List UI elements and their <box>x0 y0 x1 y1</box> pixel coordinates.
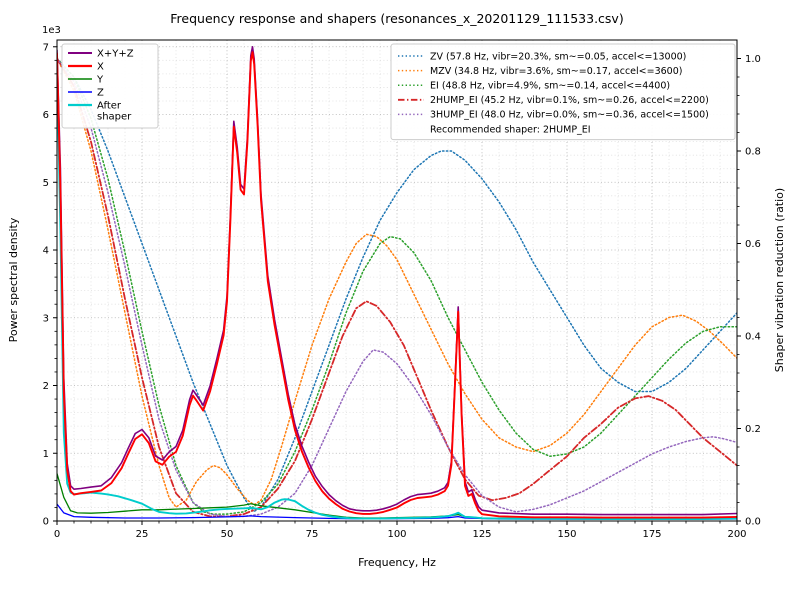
y-left-axis-label: Power spectral density <box>7 217 20 342</box>
x-tick-label: 100 <box>387 529 406 540</box>
legend-right-frame <box>390 43 736 141</box>
chart-title: Frequency response and shapers (resonanc… <box>170 11 623 26</box>
x-tick-label: 50 <box>221 529 234 540</box>
legend-label-zv: ZV (57.8 Hz, vibr=20.3%, sm~=0.05, accel… <box>430 51 686 62</box>
y-right-tick-label: 1.0 <box>745 54 761 65</box>
legend-label-x-y-z: X+Y+Z <box>97 49 134 60</box>
legend-label-ei: EI (48.8 Hz, vibr=4.9%, sm~=0.14, accel<… <box>430 81 670 92</box>
series-zv <box>57 57 737 513</box>
y-left-offset-label: 1e3 <box>42 25 61 36</box>
x-tick-label: 125 <box>472 529 491 540</box>
legend-label-2hump-ei: 2HUMP_EI (45.2 Hz, vibr=0.1%, sm~=0.26, … <box>430 95 709 106</box>
legend-label-z: Z <box>97 88 104 99</box>
y-left-tick-label: 2 <box>43 381 49 392</box>
y-right-tick-label: 0.2 <box>745 424 761 435</box>
y-right-tick-label: 0.0 <box>745 517 761 528</box>
y-right-tick-label: 0.4 <box>745 332 761 343</box>
x-tick-label: 0 <box>54 529 60 540</box>
legend-label-3hump-ei: 3HUMP_EI (48.0 Hz, vibr=0.0%, sm~=0.36, … <box>430 110 709 121</box>
legend-label-mzv: MZV (34.8 Hz, vibr=3.6%, sm~=0.17, accel… <box>430 66 682 77</box>
legend-recommended-note: Recommended shaper: 2HUMP_EI <box>430 124 591 135</box>
legend-right: ZV (57.8 Hz, vibr=20.3%, sm~=0.05, accel… <box>390 43 736 141</box>
y-left-tick-label: 6 <box>43 110 49 121</box>
x-tick-label: 25 <box>136 529 149 540</box>
series-ei <box>57 57 737 515</box>
x-tick-label: 150 <box>557 529 576 540</box>
series-group <box>57 45 737 520</box>
x-axis-label: Frequency, Hz <box>358 556 436 569</box>
y-right-tick-label: 0.8 <box>745 147 761 158</box>
ticks: 0 25 50 75 100 125 150 175 200 0 1 2 3 4 5 6 7 0.0 0.2 0.4 0… <box>7 11 786 569</box>
legend-label-after-shaper: After shaper <box>97 101 132 123</box>
series-after-shaper <box>57 59 737 520</box>
series-2hump-ei <box>57 57 737 518</box>
legend-label-y: Y <box>96 75 104 86</box>
y-left-tick-label: 5 <box>43 178 49 189</box>
x-tick-label: 175 <box>642 529 661 540</box>
series-x <box>57 51 737 519</box>
series-mzv <box>57 57 737 508</box>
y-left-tick-label: 4 <box>43 246 49 257</box>
legend-left: X+Y+Z XYZ After shaper <box>61 43 159 129</box>
legend-label-x: X <box>97 62 104 73</box>
y-left-tick-label: 7 <box>43 42 49 53</box>
y-left-tick-label: 0 <box>43 517 49 528</box>
x-tick-label: 75 <box>306 529 319 540</box>
x-tick-label: 200 <box>727 529 746 540</box>
y-right-tick-label: 0.6 <box>745 239 761 250</box>
y-right-axis-label: Shaper vibration reduction (ratio) <box>773 188 786 372</box>
y-left-tick-label: 3 <box>43 313 49 324</box>
series-3hump-ei <box>57 57 737 518</box>
y-left-tick-label: 1 <box>43 449 49 460</box>
